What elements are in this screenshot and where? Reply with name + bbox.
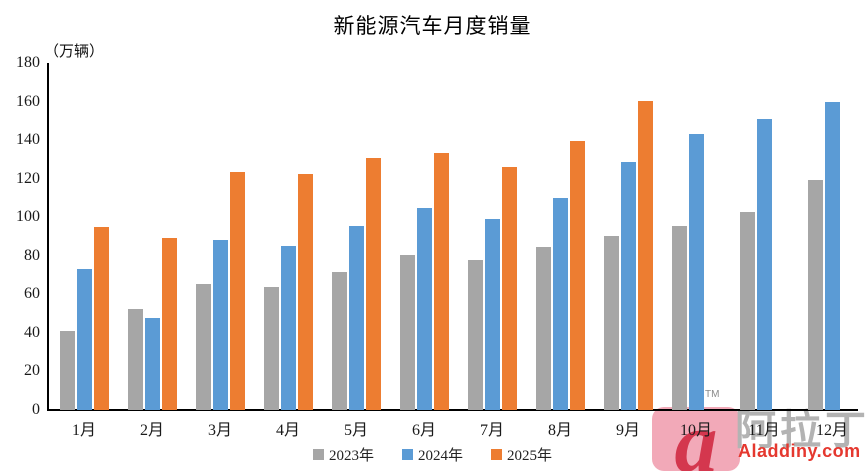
bar-2025年-6月 <box>434 153 449 410</box>
bar-2025年-5月 <box>366 158 381 410</box>
bar-2024年-7月 <box>485 218 500 410</box>
bar-2024年-11月 <box>757 118 772 410</box>
legend-label: 2024年 <box>417 448 463 464</box>
x-tick-label: 5月 <box>343 422 368 439</box>
bar-2024年-8月 <box>553 198 568 410</box>
x-tick-label: 3月 <box>207 422 232 439</box>
aladdin-logo-letter: a <box>674 407 718 471</box>
legend-item-2023年: 2023年 <box>312 444 374 465</box>
x-axis-line <box>47 409 858 411</box>
bar-2025年-9月 <box>638 100 653 410</box>
y-tick-label: 60 <box>24 285 40 303</box>
x-tick-label: 7月 <box>479 422 504 439</box>
aladdin-logo-icon: a <box>652 407 740 471</box>
bar-2025年-4月 <box>298 173 313 410</box>
x-tick-label: 2月 <box>139 422 164 439</box>
bar-2024年-10月 <box>689 134 704 410</box>
x-tick-label: 10月 <box>679 422 712 439</box>
chart-title: 新能源汽车月度销量 <box>333 14 532 38</box>
bar-2024年-6月 <box>417 207 432 410</box>
legend-label: 2023年 <box>328 448 374 464</box>
y-tick-label: 0 <box>32 401 40 418</box>
y-tick-label: 20 <box>24 362 40 380</box>
x-tick-label: 9月 <box>615 422 640 439</box>
bar-2025年-3月 <box>230 171 245 410</box>
y-tick-label: 100 <box>16 208 40 226</box>
bar-2023年-2月 <box>128 308 143 410</box>
x-tick-label: 12月 <box>815 422 848 439</box>
bar-2023年-10月 <box>672 225 687 410</box>
bar-2023年-6月 <box>400 254 415 410</box>
bar-2025年-1月 <box>94 227 109 410</box>
bar-2025年-2月 <box>162 238 177 410</box>
legend-item-2024年: 2024年 <box>401 444 463 465</box>
bar-2023年-3月 <box>196 284 211 410</box>
legend: 2023年 2024年 2025年 <box>0 444 865 465</box>
x-tick-label: 6月 <box>411 422 436 439</box>
trademark-symbol: TM <box>705 389 720 400</box>
legend-swatch-icon <box>401 449 413 460</box>
bar-2025年-7月 <box>502 166 517 410</box>
legend-swatch-icon <box>312 449 324 460</box>
bar-2023年-4月 <box>264 287 279 410</box>
watermark-url-text: Aladdiny.com <box>738 441 861 461</box>
bar-2023年-7月 <box>468 259 483 410</box>
y-tick-label: 120 <box>16 169 40 187</box>
legend-label: 2025年 <box>507 448 553 464</box>
y-tick-label: 40 <box>24 323 40 341</box>
bar-2023年-11月 <box>740 212 755 410</box>
x-tick-label: 8月 <box>547 422 572 439</box>
bar-2024年-9月 <box>621 161 636 410</box>
x-tick-label: 4月 <box>275 422 300 439</box>
bar-2024年-4月 <box>281 246 296 410</box>
bar-2024年-12月 <box>825 102 840 410</box>
bar-2023年-12月 <box>808 180 823 410</box>
legend-item-2025年: 2025年 <box>491 444 552 465</box>
x-tick-label: 11月 <box>748 422 780 439</box>
x-tick-label: 1月 <box>71 422 96 439</box>
y-tick-label: 160 <box>16 92 40 110</box>
y-axis-line <box>47 63 49 410</box>
y-tick-label: 140 <box>16 131 40 149</box>
bar-2024年-1月 <box>77 269 92 410</box>
legend-swatch-icon <box>491 449 502 460</box>
bar-2025年-8月 <box>570 141 585 410</box>
y-tick-label: 180 <box>16 54 40 71</box>
bar-2023年-5月 <box>332 271 347 410</box>
bar-2023年-1月 <box>60 331 75 410</box>
bar-2024年-2月 <box>145 318 160 410</box>
bar-2024年-5月 <box>349 225 364 410</box>
bar-2024年-3月 <box>213 239 228 410</box>
bar-2023年-9月 <box>604 235 619 410</box>
bar-2023年-8月 <box>536 246 551 410</box>
y-axis-unit-label: （万辆） <box>44 44 105 60</box>
watermark-chinese-text: 阿拉丁 <box>735 407 865 453</box>
y-tick-label: 80 <box>24 246 40 264</box>
